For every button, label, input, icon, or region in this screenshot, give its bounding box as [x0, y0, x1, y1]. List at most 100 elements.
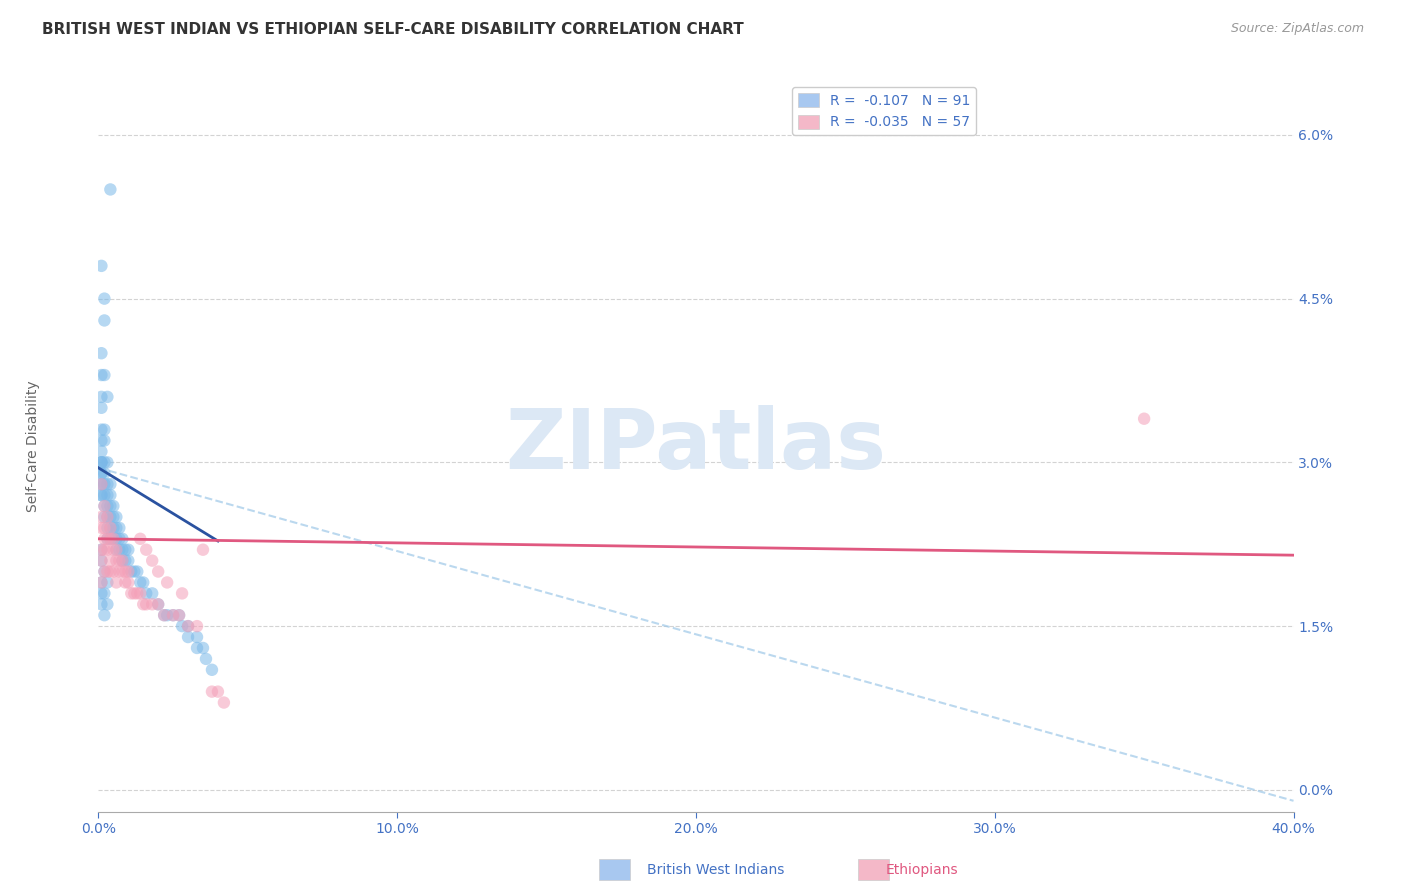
Point [90, 477, 112, 491]
Point [108, 532, 131, 546]
Point [100, 182, 122, 196]
Point [96, 390, 118, 404]
Point [90, 423, 112, 437]
Point [93, 542, 115, 557]
Point [90, 554, 112, 568]
Point [201, 684, 224, 698]
Point [90, 455, 112, 469]
Point [93, 499, 115, 513]
Point [111, 565, 134, 579]
Point [156, 575, 179, 590]
Point [96, 575, 118, 590]
Point [93, 467, 115, 481]
Point [105, 532, 128, 546]
Point [100, 532, 122, 546]
Point [96, 597, 118, 611]
Point [93, 423, 115, 437]
Point [212, 696, 235, 710]
Point [186, 630, 208, 644]
Point [105, 521, 128, 535]
Point [100, 554, 122, 568]
Point [108, 554, 131, 568]
Point [129, 532, 152, 546]
Point [177, 619, 200, 633]
Point [90, 390, 112, 404]
Point [120, 586, 142, 600]
Point [93, 313, 115, 327]
Point [90, 467, 112, 481]
Point [153, 608, 176, 623]
Point [111, 532, 134, 546]
Point [100, 565, 122, 579]
Point [96, 499, 118, 513]
Point [135, 586, 157, 600]
Point [90, 477, 112, 491]
Point [172, 586, 194, 600]
Point [93, 477, 115, 491]
Point [90, 521, 112, 535]
Point [90, 542, 112, 557]
Point [111, 554, 134, 568]
Point [105, 510, 128, 524]
Point [103, 499, 125, 513]
Point [90, 488, 112, 502]
Point [124, 565, 146, 579]
Point [129, 586, 152, 600]
Point [90, 368, 112, 382]
Point [93, 292, 115, 306]
Point [100, 510, 122, 524]
Point [100, 477, 122, 491]
Point [96, 532, 118, 546]
Point [96, 455, 118, 469]
Text: Ethiopians: Ethiopians [886, 863, 959, 877]
Point [191, 640, 214, 655]
Point [135, 542, 157, 557]
Point [93, 499, 115, 513]
Point [103, 510, 125, 524]
Point [96, 532, 118, 546]
Point [186, 619, 208, 633]
Text: ZIPatlas: ZIPatlas [506, 406, 886, 486]
Point [90, 575, 112, 590]
Point [96, 521, 118, 535]
Point [191, 542, 214, 557]
Point [103, 521, 125, 535]
Point [96, 565, 118, 579]
Point [207, 684, 229, 698]
Point [93, 488, 115, 502]
Point [93, 434, 115, 448]
Point [90, 259, 112, 273]
Point [195, 652, 218, 666]
Point [90, 542, 112, 557]
Point [90, 434, 112, 448]
Point [93, 521, 115, 535]
Text: Self-Care Disability: Self-Care Disability [25, 380, 39, 512]
Point [93, 510, 115, 524]
Point [135, 597, 157, 611]
Point [96, 477, 118, 491]
Point [90, 401, 112, 415]
Legend: R =  -0.107   N = 91, R =  -0.035   N = 57: R = -0.107 N = 91, R = -0.035 N = 57 [793, 87, 976, 135]
Point [100, 521, 122, 535]
Point [93, 565, 115, 579]
Point [162, 608, 184, 623]
Point [90, 346, 112, 360]
Point [103, 532, 125, 546]
Point [103, 565, 125, 579]
Text: BRITISH WEST INDIAN VS ETHIOPIAN SELF-CARE DISABILITY CORRELATION CHART: BRITISH WEST INDIAN VS ETHIOPIAN SELF-CA… [42, 22, 744, 37]
Point [186, 640, 208, 655]
Point [105, 542, 128, 557]
Point [108, 565, 131, 579]
Point [117, 554, 139, 568]
Point [148, 597, 170, 611]
Point [103, 532, 125, 546]
Point [141, 554, 163, 568]
Point [90, 467, 112, 481]
Point [141, 586, 163, 600]
Point [90, 488, 112, 502]
Point [148, 565, 170, 579]
Point [127, 565, 149, 579]
Point [93, 532, 115, 546]
Point [167, 608, 190, 623]
Point [96, 488, 118, 502]
